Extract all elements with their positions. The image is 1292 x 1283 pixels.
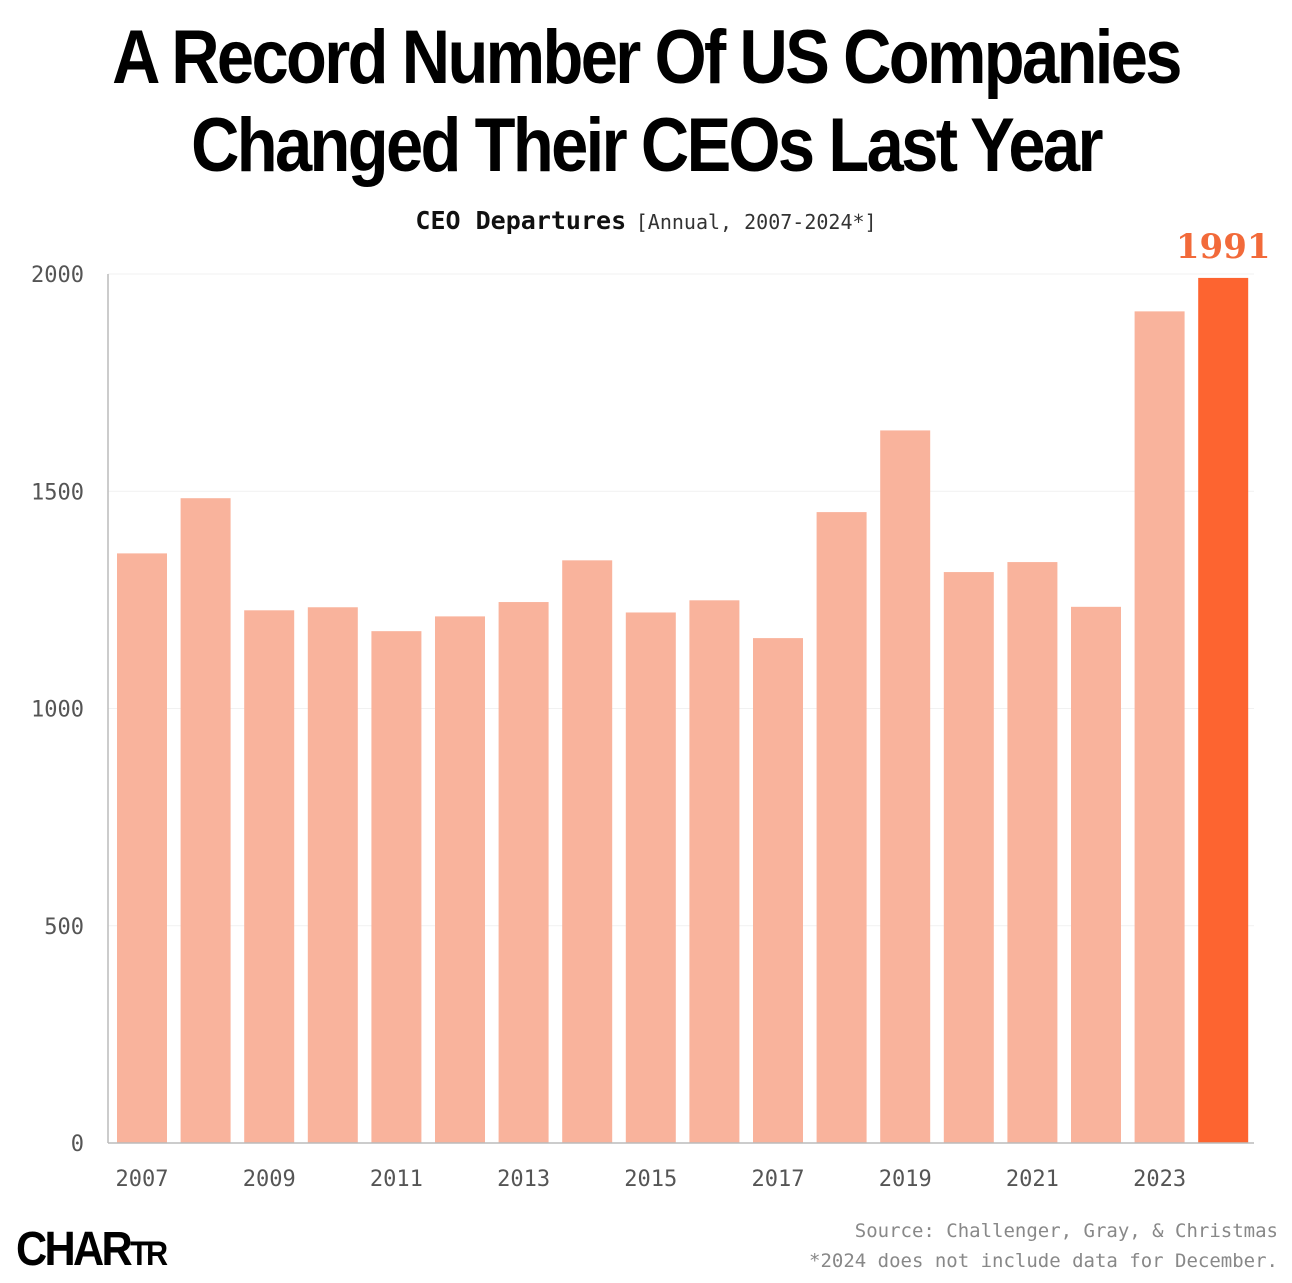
subtitle-range: [Annual, 2007-2024*] bbox=[635, 210, 877, 234]
bar-2015 bbox=[625, 612, 676, 1143]
chart-title: A Record Number Of US Companies Changed … bbox=[78, 14, 1215, 190]
x-tick-label-2021: 2021 bbox=[1006, 1167, 1059, 1192]
bar-2022 bbox=[1071, 606, 1121, 1143]
x-tick-label-2011: 2011 bbox=[370, 1167, 423, 1192]
bar-2018 bbox=[816, 512, 867, 1143]
bar-2019 bbox=[880, 430, 931, 1143]
subtitle-main: CEO Departures bbox=[415, 206, 627, 235]
source-text: Source: Challenger, Gray, & Christmas bbox=[854, 1220, 1278, 1242]
bar-2011 bbox=[371, 631, 422, 1143]
x-tick-label-2007: 2007 bbox=[116, 1167, 169, 1192]
y-tick-label-1500: 1500 bbox=[31, 480, 84, 505]
bar-2023 bbox=[1134, 311, 1185, 1143]
bar-2021 bbox=[1007, 562, 1058, 1143]
bar-2009 bbox=[244, 610, 295, 1143]
bar-2024 bbox=[1198, 277, 1249, 1143]
y-tick-label-0: 0 bbox=[71, 1132, 84, 1157]
bar-2007 bbox=[117, 553, 167, 1143]
y-tick-label-2000: 2000 bbox=[31, 263, 84, 288]
title-line-2: Changed Their CEOs Last Year bbox=[191, 103, 1103, 188]
logo-text-small: TR bbox=[129, 1235, 168, 1273]
y-tick-label-1000: 1000 bbox=[31, 698, 84, 723]
x-tick-label-2009: 2009 bbox=[243, 1167, 296, 1192]
bar-2008 bbox=[180, 498, 231, 1143]
title-line-1: A Record Number Of US Companies bbox=[112, 15, 1182, 100]
footnote-text: *2024 does not include data for December… bbox=[809, 1250, 1278, 1272]
x-tick-label-2015: 2015 bbox=[624, 1167, 677, 1192]
bar-2012 bbox=[435, 616, 485, 1143]
chartr-logo: CHARTR bbox=[16, 1222, 168, 1277]
bar-2014 bbox=[562, 560, 613, 1143]
bar-2016 bbox=[689, 600, 740, 1143]
bar-2010 bbox=[307, 607, 358, 1143]
chart-subtitle: CEO Departures [Annual, 2007-2024*] bbox=[0, 206, 1292, 235]
logo-text-big: CHAR bbox=[16, 1223, 133, 1276]
source-note: Source: Challenger, Gray, & Christmas *2… bbox=[809, 1216, 1278, 1276]
bar-2020 bbox=[943, 572, 994, 1143]
bar-2013 bbox=[498, 602, 549, 1143]
x-tick-label-2023: 2023 bbox=[1133, 1167, 1186, 1192]
y-tick-label-500: 500 bbox=[44, 915, 84, 940]
x-tick-label-2019: 2019 bbox=[879, 1167, 932, 1192]
x-tick-label-2013: 2013 bbox=[497, 1167, 550, 1192]
highlight-value-label: 1991 bbox=[1176, 227, 1271, 267]
bar-2017 bbox=[753, 638, 803, 1143]
x-tick-label-2017: 2017 bbox=[752, 1167, 805, 1192]
